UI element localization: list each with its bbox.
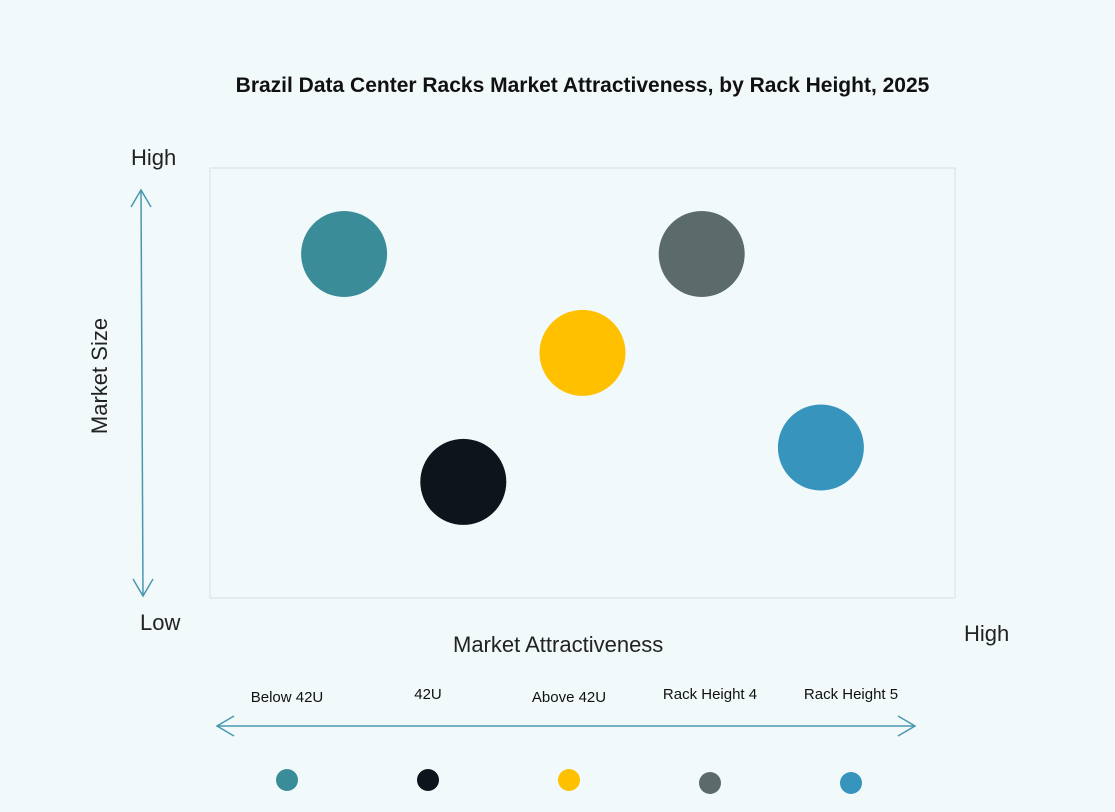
arrow-right-icon [897, 715, 917, 737]
legend-marker-3 [699, 772, 721, 794]
x-high-label: High [964, 621, 1010, 646]
bubble-4 [777, 404, 864, 491]
legend-label: Rack Height 4 [662, 686, 758, 703]
y-axis-arrow-line [140, 189, 144, 597]
legend-marker-1 [417, 769, 439, 791]
y-high-label: High [131, 145, 177, 170]
plot-area-border [209, 167, 956, 599]
arrow-down-icon [132, 578, 154, 598]
legend-label: Above 42U [531, 689, 607, 706]
legend-marker-2 [558, 769, 580, 791]
bubble-2 [539, 309, 626, 396]
bubble-3 [658, 211, 745, 297]
legend-marker-4 [840, 772, 862, 794]
x-axis-label: Market Attractiveness [453, 632, 664, 657]
arrow-up-icon [130, 188, 152, 208]
legend-marker-0 [276, 769, 298, 791]
legend-label: Below 42U [250, 689, 324, 706]
chart-title: Brazil Data Center Racks Market Attracti… [235, 74, 930, 97]
legend-label: 42U [414, 686, 442, 703]
legend-label: Rack Height 5 [803, 686, 899, 703]
x-low-label: Low [140, 610, 181, 635]
bubble-1 [420, 438, 507, 525]
bubble-0 [301, 211, 388, 297]
arrow-left-icon [215, 715, 235, 737]
